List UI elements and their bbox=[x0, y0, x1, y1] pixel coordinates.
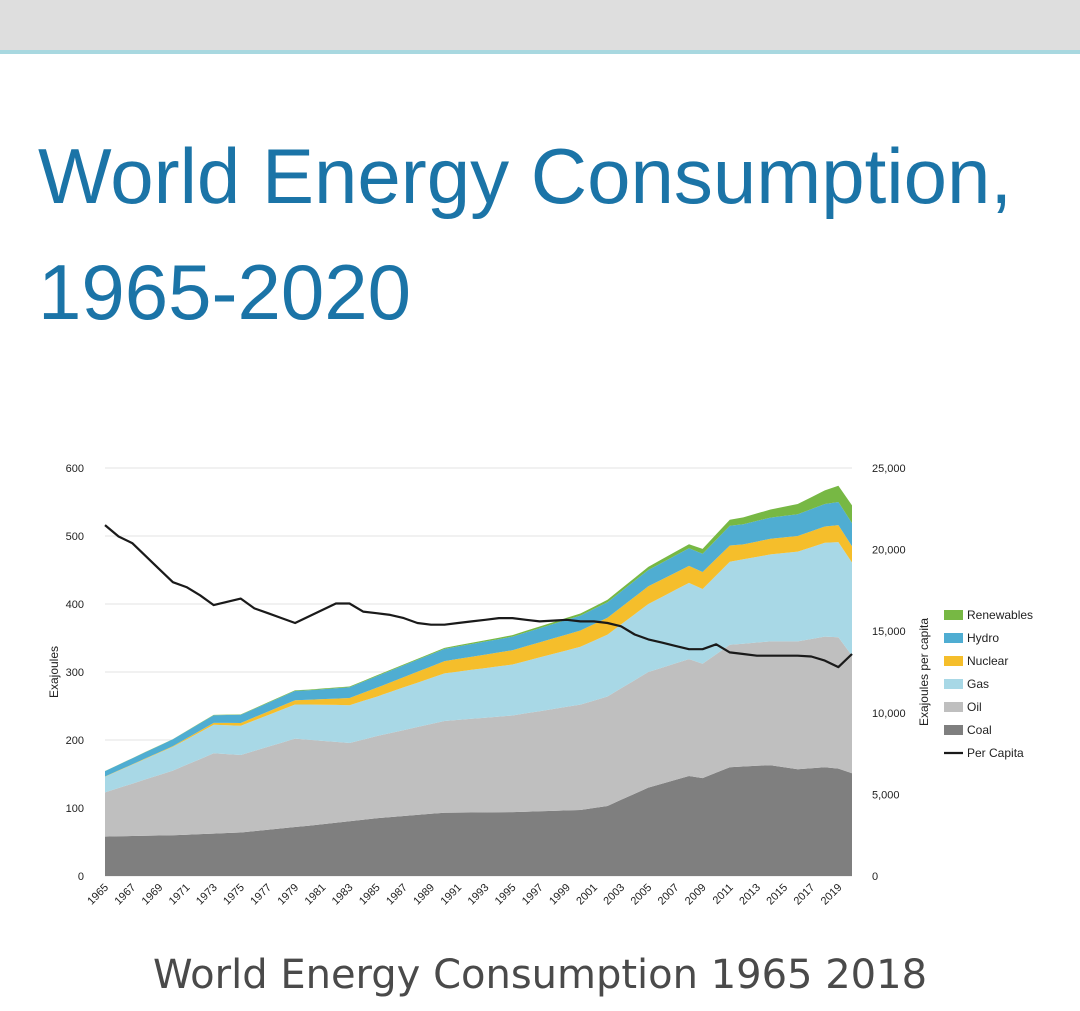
x-tick-label: 2011 bbox=[711, 882, 736, 907]
y2-tick-label: 15,000 bbox=[872, 626, 906, 638]
x-tick-label: 2007 bbox=[656, 882, 682, 908]
y2-tick-label: 0 bbox=[872, 871, 878, 883]
x-tick-label: 1975 bbox=[221, 882, 247, 908]
legend-label-gas: Gas bbox=[967, 677, 989, 691]
top-bar bbox=[0, 0, 1080, 54]
x-tick-label: 1969 bbox=[140, 882, 166, 908]
x-tick-label: 2001 bbox=[574, 882, 600, 908]
legend-swatch-oil bbox=[944, 702, 963, 712]
area-nuclear bbox=[105, 525, 852, 777]
area-coal bbox=[105, 765, 852, 876]
x-tick-label: 1989 bbox=[411, 882, 437, 908]
x-tick-label: 2005 bbox=[629, 882, 655, 908]
y2-tick-label: 20,000 bbox=[872, 545, 906, 557]
y-tick-label: 400 bbox=[66, 599, 84, 611]
x-tick-label: 1967 bbox=[112, 882, 138, 908]
x-tick-label: 1983 bbox=[330, 882, 356, 908]
page-title: World Energy Consumption, 1965-2020 bbox=[38, 132, 1013, 336]
x-tick-label: 2013 bbox=[737, 882, 763, 908]
x-tick-label: 2009 bbox=[683, 882, 709, 908]
y-tick-label: 300 bbox=[66, 667, 84, 679]
x-tick-label: 2015 bbox=[764, 882, 790, 908]
y-axis-label: Exajoules bbox=[47, 646, 61, 698]
legend-label-renewables: Renewables bbox=[967, 608, 1033, 622]
x-tick-label: 1981 bbox=[303, 882, 329, 908]
y-tick-label: 100 bbox=[66, 803, 84, 815]
line-per-capita bbox=[104, 524, 853, 669]
y2-tick-label: 25,000 bbox=[872, 463, 906, 475]
y2-axis-label: Exajoules per capita bbox=[917, 618, 931, 726]
x-tick-label: 1971 bbox=[167, 882, 193, 908]
legend-swatch-gas bbox=[944, 679, 963, 689]
y-tick-label: 600 bbox=[66, 463, 84, 475]
x-tick-label: 1965 bbox=[85, 882, 111, 908]
x-tick-label: 1973 bbox=[194, 882, 220, 908]
legend-label-oil: Oil bbox=[967, 700, 982, 714]
legend-swatch-nuclear bbox=[944, 656, 963, 666]
x-tick-label: 1977 bbox=[248, 882, 274, 908]
x-tick-label: 2019 bbox=[819, 882, 845, 908]
y-tick-label: 0 bbox=[78, 871, 84, 883]
area-gas bbox=[105, 542, 852, 793]
legend-swatch-hydro bbox=[944, 633, 963, 643]
x-tick-label: 1991 bbox=[438, 882, 464, 908]
legend-label-per-capita: Per Capita bbox=[967, 746, 1024, 760]
y2-tick-label: 5,000 bbox=[872, 789, 900, 801]
y-tick-label: 200 bbox=[66, 735, 84, 747]
x-tick-label: 2017 bbox=[792, 882, 818, 908]
x-tick-label: 1993 bbox=[466, 882, 492, 908]
area-renewables bbox=[105, 485, 852, 772]
area-hydro bbox=[105, 502, 852, 777]
figure-caption: World Energy Consumption 1965 2018 bbox=[152, 952, 928, 998]
x-tick-label: 1985 bbox=[357, 882, 383, 908]
x-tick-label: 2003 bbox=[601, 882, 627, 908]
x-tick-label: 1979 bbox=[275, 882, 301, 908]
legend-swatch-coal bbox=[944, 725, 963, 735]
y-tick-label: 500 bbox=[66, 531, 84, 543]
x-tick-label: 1987 bbox=[384, 882, 410, 908]
y2-tick-label: 10,000 bbox=[872, 708, 906, 720]
x-tick-label: 1999 bbox=[547, 882, 573, 908]
energy-consumption-chart: 0 100 200 300 400 500 600 0 5,000 10,000 15,000 20,… bbox=[47, 463, 1033, 908]
legend-label-nuclear: Nuclear bbox=[967, 654, 1008, 668]
legend-label-coal: Coal bbox=[967, 723, 992, 737]
legend-swatch-renewables bbox=[944, 610, 963, 620]
area-oil bbox=[105, 636, 852, 837]
legend-label-hydro: Hydro bbox=[967, 631, 999, 645]
x-tick-label: 1997 bbox=[520, 882, 546, 908]
x-tick-label: 1995 bbox=[493, 882, 519, 908]
